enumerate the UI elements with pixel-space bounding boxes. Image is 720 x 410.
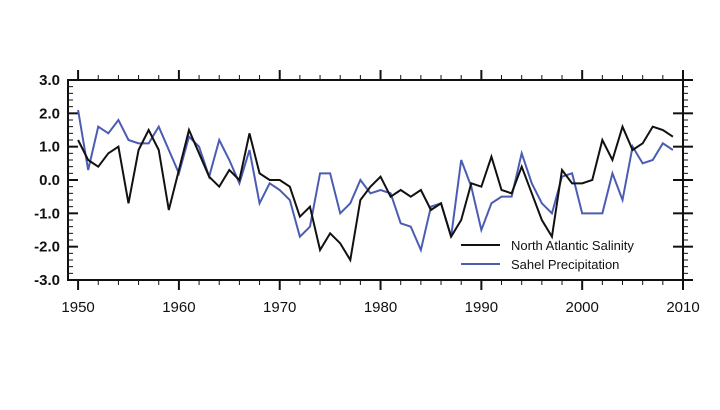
x-tick-label: 1990 [465,299,498,316]
y-tick-label: 3.0 [39,72,60,89]
legend-label: Sahel Precipitation [511,257,619,272]
series-line-sahel-precipitation [77,109,674,254]
legend: North Atlantic Salinity Sahel Precipitati… [461,238,634,272]
y-tick-label: -1.0 [34,205,60,222]
y-tick-label: 2.0 [39,105,60,122]
x-tick-label: 1980 [364,299,397,316]
x-tick-label: 1950 [61,299,94,316]
series-lines [77,109,674,263]
tick-labels: 1950 1960 1970 1980 1990 2000 2010 3.0 2.0 1.0 0.0… [34,72,700,316]
x-tick-label: 1970 [263,299,296,316]
y-tick-label: -3.0 [34,272,60,289]
y-tick-label: 0.0 [39,172,60,189]
y-tick-label: -2.0 [34,239,60,256]
x-tick-label: 2000 [565,299,598,316]
x-tick-label: 1960 [162,299,195,316]
x-tick-label: 2010 [666,299,699,316]
series-line-north-atlantic-salinity [77,123,674,263]
y-tick-label: 1.0 [39,139,60,156]
plot-frame [67,79,684,281]
legend-label: North Atlantic Salinity [511,238,634,253]
